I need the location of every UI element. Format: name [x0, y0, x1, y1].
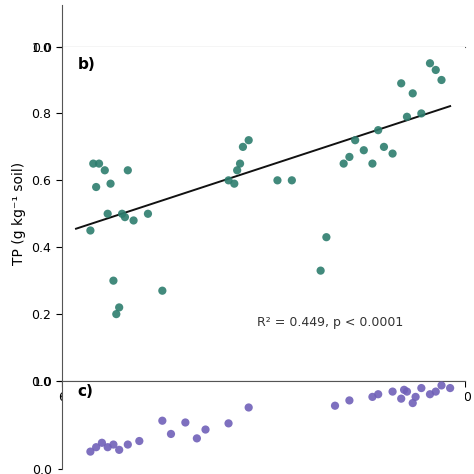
Point [130, 217, 137, 224]
Point [432, 66, 439, 74]
Point [389, 388, 396, 395]
Point [101, 166, 109, 174]
Point [109, 277, 117, 284]
Point [182, 419, 189, 426]
Point [107, 180, 114, 187]
Point [400, 386, 408, 393]
Point [92, 183, 100, 191]
Point [403, 388, 411, 395]
X-axis label: TOC (g kg⁻¹ soil): TOC (g kg⁻¹ soil) [205, 411, 321, 425]
Point [288, 176, 296, 184]
Point [233, 166, 241, 174]
Point [225, 176, 232, 184]
Point [104, 210, 111, 218]
Point [432, 388, 439, 395]
Point [447, 384, 454, 392]
Point [118, 210, 126, 218]
Point [409, 90, 417, 97]
Text: c): c) [78, 383, 93, 399]
Point [225, 419, 232, 427]
Point [92, 443, 100, 451]
Point [403, 113, 411, 120]
Point [374, 391, 382, 398]
Point [369, 393, 376, 401]
Point [418, 384, 425, 392]
Point [230, 180, 238, 187]
Point [112, 310, 120, 318]
Point [426, 391, 434, 398]
Point [397, 80, 405, 87]
Point [144, 210, 152, 218]
Point [95, 160, 103, 167]
Point [98, 439, 106, 447]
Point [340, 160, 347, 167]
Point [418, 109, 425, 117]
Point [389, 150, 396, 157]
Point [351, 137, 359, 144]
Point [158, 287, 166, 294]
Point [245, 404, 253, 411]
Point [87, 448, 94, 456]
Point [158, 417, 166, 425]
Point [346, 153, 353, 161]
Point [360, 146, 367, 154]
Point [167, 430, 175, 438]
Point [426, 59, 434, 67]
Point [202, 426, 210, 433]
Point [369, 160, 376, 167]
Point [374, 127, 382, 134]
Point [245, 137, 253, 144]
Point [121, 213, 129, 221]
Point [109, 441, 117, 448]
Point [397, 395, 405, 402]
Text: b): b) [78, 56, 95, 72]
Point [136, 437, 143, 445]
Point [317, 267, 324, 274]
Point [380, 143, 388, 151]
Point [438, 382, 445, 389]
Point [346, 397, 353, 404]
Point [90, 160, 97, 167]
Point [409, 399, 417, 407]
Point [193, 435, 201, 442]
Point [412, 393, 419, 401]
Point [236, 160, 244, 167]
Point [115, 304, 123, 311]
Point [104, 443, 111, 451]
Point [273, 176, 281, 184]
Point [87, 227, 94, 234]
Point [331, 402, 339, 410]
Y-axis label: TP (g kg⁻¹ soil): TP (g kg⁻¹ soil) [12, 162, 26, 265]
Point [323, 233, 330, 241]
Point [124, 166, 132, 174]
Point [239, 143, 246, 151]
Point [115, 446, 123, 454]
Point [124, 441, 132, 448]
Point [438, 76, 445, 84]
Text: R² = 0.449, p < 0.0001: R² = 0.449, p < 0.0001 [257, 316, 403, 329]
